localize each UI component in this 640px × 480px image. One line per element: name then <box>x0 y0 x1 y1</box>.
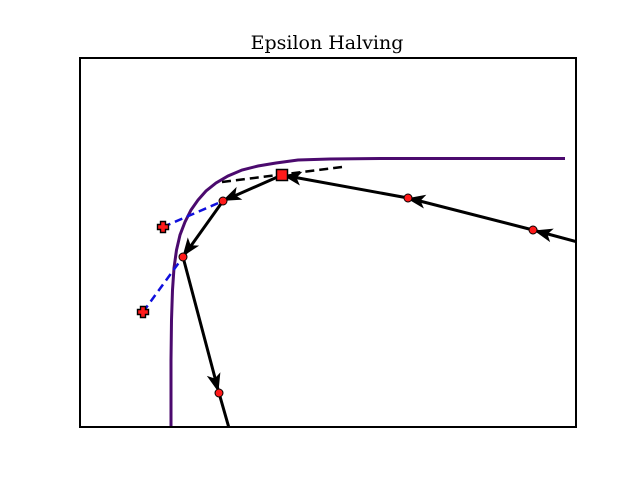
plot-area <box>136 157 575 426</box>
arrowhead <box>206 372 221 393</box>
iterate-point <box>403 193 413 203</box>
arrowhead <box>222 186 243 201</box>
trial-line-outer <box>141 256 185 313</box>
iterate-point <box>214 388 224 398</box>
plot-frame <box>79 57 577 428</box>
trial-line-inner <box>162 199 224 229</box>
iterate-point <box>178 252 188 262</box>
arrowhead <box>182 237 200 257</box>
iterate-point <box>218 196 228 206</box>
arrowhead <box>282 171 303 186</box>
trial-point-marker <box>136 305 150 319</box>
boundary-curve <box>169 157 565 426</box>
iterate-path <box>181 173 575 426</box>
diagram-title: Epsilon Halving <box>251 32 404 54</box>
iterate-point <box>528 225 538 235</box>
trial-point-marker <box>156 220 170 234</box>
arrowhead <box>533 228 554 243</box>
current-iterate-marker <box>275 168 289 182</box>
